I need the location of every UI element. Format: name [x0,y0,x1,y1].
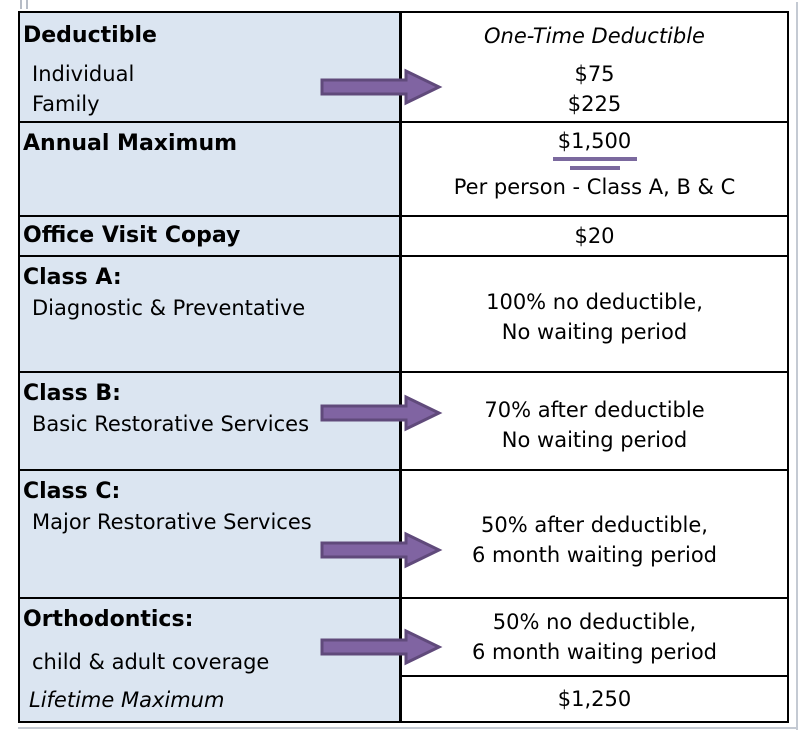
table-row-class-a: Class A: Diagnostic & Preventative 100% … [20,255,787,371]
class-c-coverage-line1: 50% after deductible, [481,513,708,537]
class-a-label-cell: Class A: Diagnostic & Preventative [20,257,402,371]
class-c-coverage-line2: 6 month waiting period [471,543,718,567]
class-c-label-cell: Class C: Major Restorative Services [20,471,402,597]
annual-maximum-note: Per person - Class A, B & C [453,175,736,199]
orthodontics-description: child & adult coverage [32,650,270,674]
table-row-class-b: Class B: Basic Restorative Services 70% … [20,371,787,469]
annual-maximum-value-cell: $1,500 Per person - Class A, B & C [402,123,787,215]
table-row-orthodontics: Orthodontics: child & adult coverage Lif… [20,597,787,721]
family-label: Family [32,92,100,116]
purple-underline-icon [569,166,620,170]
class-b-coverage-line1: 70% after deductible [484,398,705,422]
office-visit-copay-label-cell: Office Visit Copay [20,217,402,255]
class-b-heading: Class B: [23,381,121,406]
lifetime-maximum-label: Lifetime Maximum [29,688,225,712]
cropped-gridline-artifact [20,0,28,9]
family-value: $225 [567,92,622,116]
page-edge-bottom [18,727,798,729]
deductible-value-cell: One-Time Deductible $75 $225 [402,13,787,121]
class-a-coverage-line1: 100% no deductible, [486,290,703,314]
table-row-deductible: Deductible Individual Family One-Time De… [20,13,787,121]
orthodontics-coverage-line1: 50% no deductible, [492,610,697,634]
individual-value: $75 [574,62,615,86]
orthodontics-label-cell: Orthodontics: child & adult coverage Lif… [20,599,402,721]
class-a-description: Diagnostic & Preventative [32,296,306,320]
class-b-coverage-cell: 70% after deductible No waiting period [402,373,787,469]
class-b-coverage-line2: No waiting period [501,428,688,452]
office-visit-copay-heading: Office Visit Copay [23,223,241,248]
office-visit-copay-value: $20 [574,224,615,248]
class-a-coverage-cell: 100% no deductible, No waiting period [402,257,787,371]
annual-maximum-heading: Annual Maximum [23,131,238,156]
one-time-deductible-header: One-Time Deductible [484,24,705,48]
table-row-office-visit-copay: Office Visit Copay $20 [20,215,787,255]
lifetime-maximum-value-subcell: $1,250 [402,677,787,721]
lifetime-maximum-value: $1,250 [557,687,632,711]
benefits-table: Deductible Individual Family One-Time De… [18,11,789,723]
class-c-description: Major Restorative Services [32,510,312,534]
class-c-coverage-cell: 50% after deductible, 6 month waiting pe… [402,471,787,597]
class-b-description: Basic Restorative Services [32,412,310,436]
class-a-heading: Class A: [23,265,122,290]
table-row-annual-maximum: Annual Maximum $1,500 Per person - Class… [20,121,787,215]
page-edge-right [796,2,798,730]
purple-underline-icon [552,157,637,161]
deductible-label-cell: Deductible Individual Family [20,13,402,121]
annual-maximum-amount: $1,500 [557,129,632,153]
class-b-label-cell: Class B: Basic Restorative Services [20,373,402,469]
table-row-class-c: Class C: Major Restorative Services 50% … [20,469,787,597]
annual-maximum-label-cell: Annual Maximum [20,123,402,215]
class-c-heading: Class C: [23,479,121,504]
orthodontics-heading: Orthodontics: [23,607,194,632]
office-visit-copay-value-cell: $20 [402,217,787,255]
orthodontics-coverage-line2: 6 month waiting period [471,640,718,664]
individual-label: Individual [32,62,135,86]
orthodontics-value-cell: 50% no deductible, 6 month waiting perio… [402,599,787,721]
orthodontics-coverage-subcell: 50% no deductible, 6 month waiting perio… [402,599,787,677]
class-a-coverage-line2: No waiting period [501,320,688,344]
deductible-heading: Deductible [23,23,157,48]
